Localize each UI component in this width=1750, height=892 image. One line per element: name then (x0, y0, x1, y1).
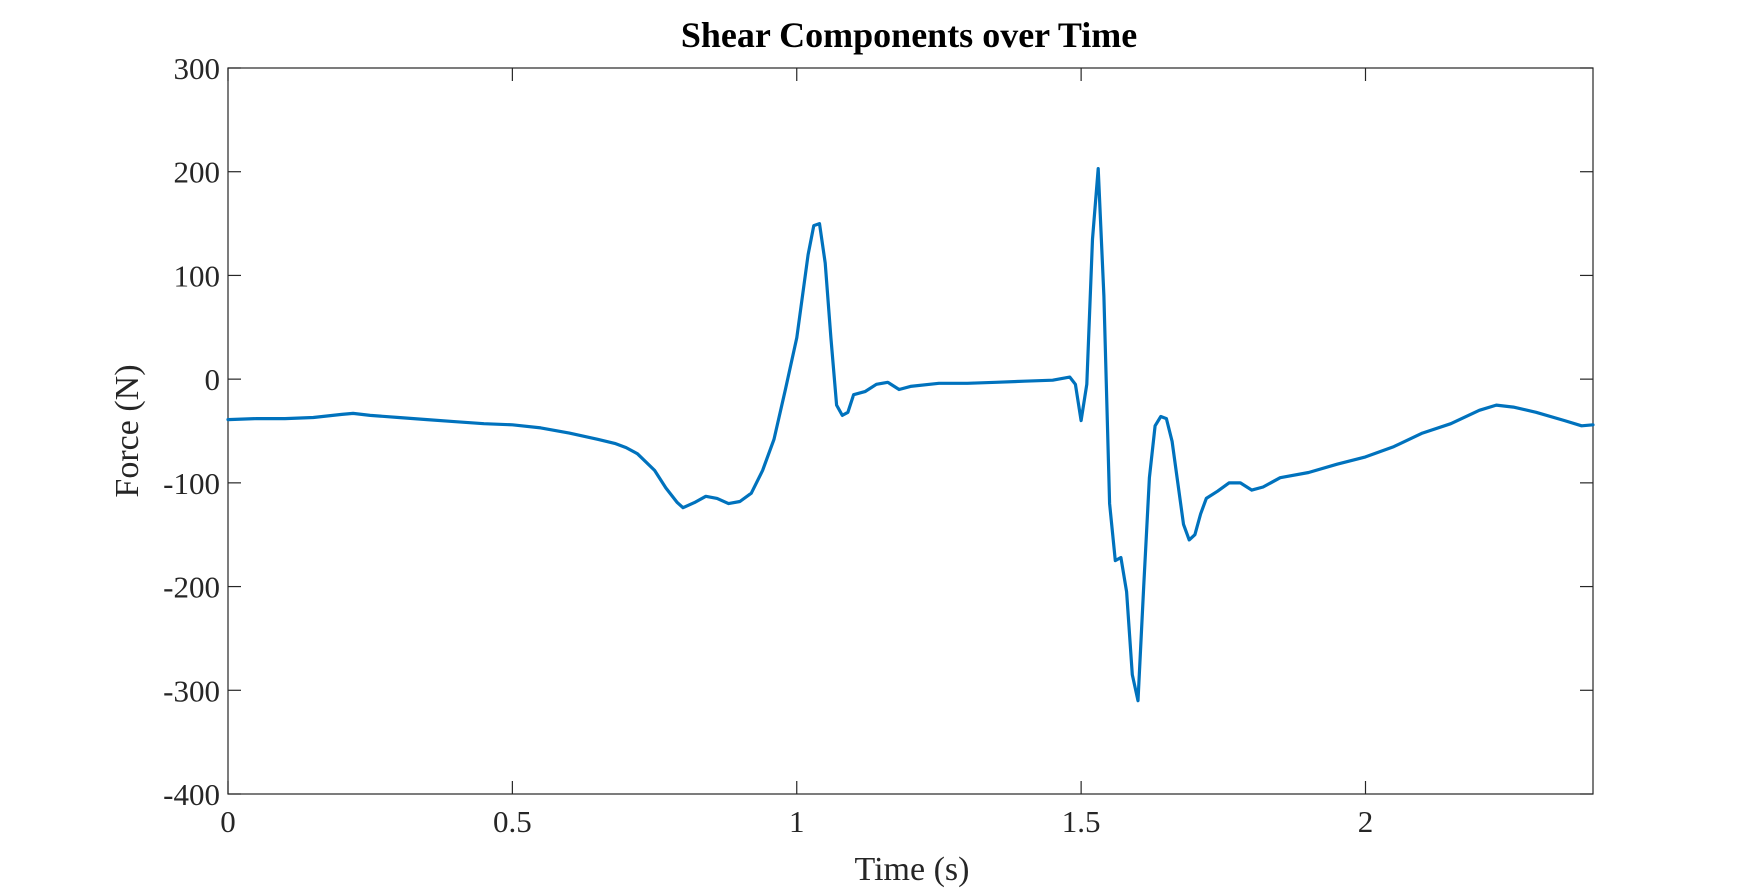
y-tick-label: 200 (174, 155, 221, 190)
y-tick-label: -100 (163, 466, 220, 501)
y-axis-label: Force (N) (109, 364, 146, 497)
y-tick-label: 0 (205, 362, 221, 397)
y-tick-label: -200 (163, 570, 220, 605)
x-tick-label: 0 (220, 804, 236, 839)
x-tick-label: 0.5 (493, 804, 532, 839)
plot-frame (227, 67, 1594, 795)
y-tick-label: -300 (163, 673, 220, 708)
x-tick-label: 1 (789, 804, 805, 839)
chart-title: Shear Components over Time (681, 15, 1137, 55)
x-tick-label: 2 (1358, 804, 1374, 839)
x-axis: 0 0.5 1 1.5 2 (220, 68, 1373, 839)
y-tick-label: 300 (174, 51, 221, 86)
y-axis: 300 200 100 0 -100 -200 -300 -400 (163, 51, 1593, 812)
shear-force-series-line (226, 167, 1595, 703)
x-axis-label: Time (s) (855, 851, 970, 888)
y-tick-label: 100 (174, 258, 221, 293)
x-tick-label: 1.5 (1062, 804, 1101, 839)
y-tick-label: -400 (163, 777, 220, 812)
